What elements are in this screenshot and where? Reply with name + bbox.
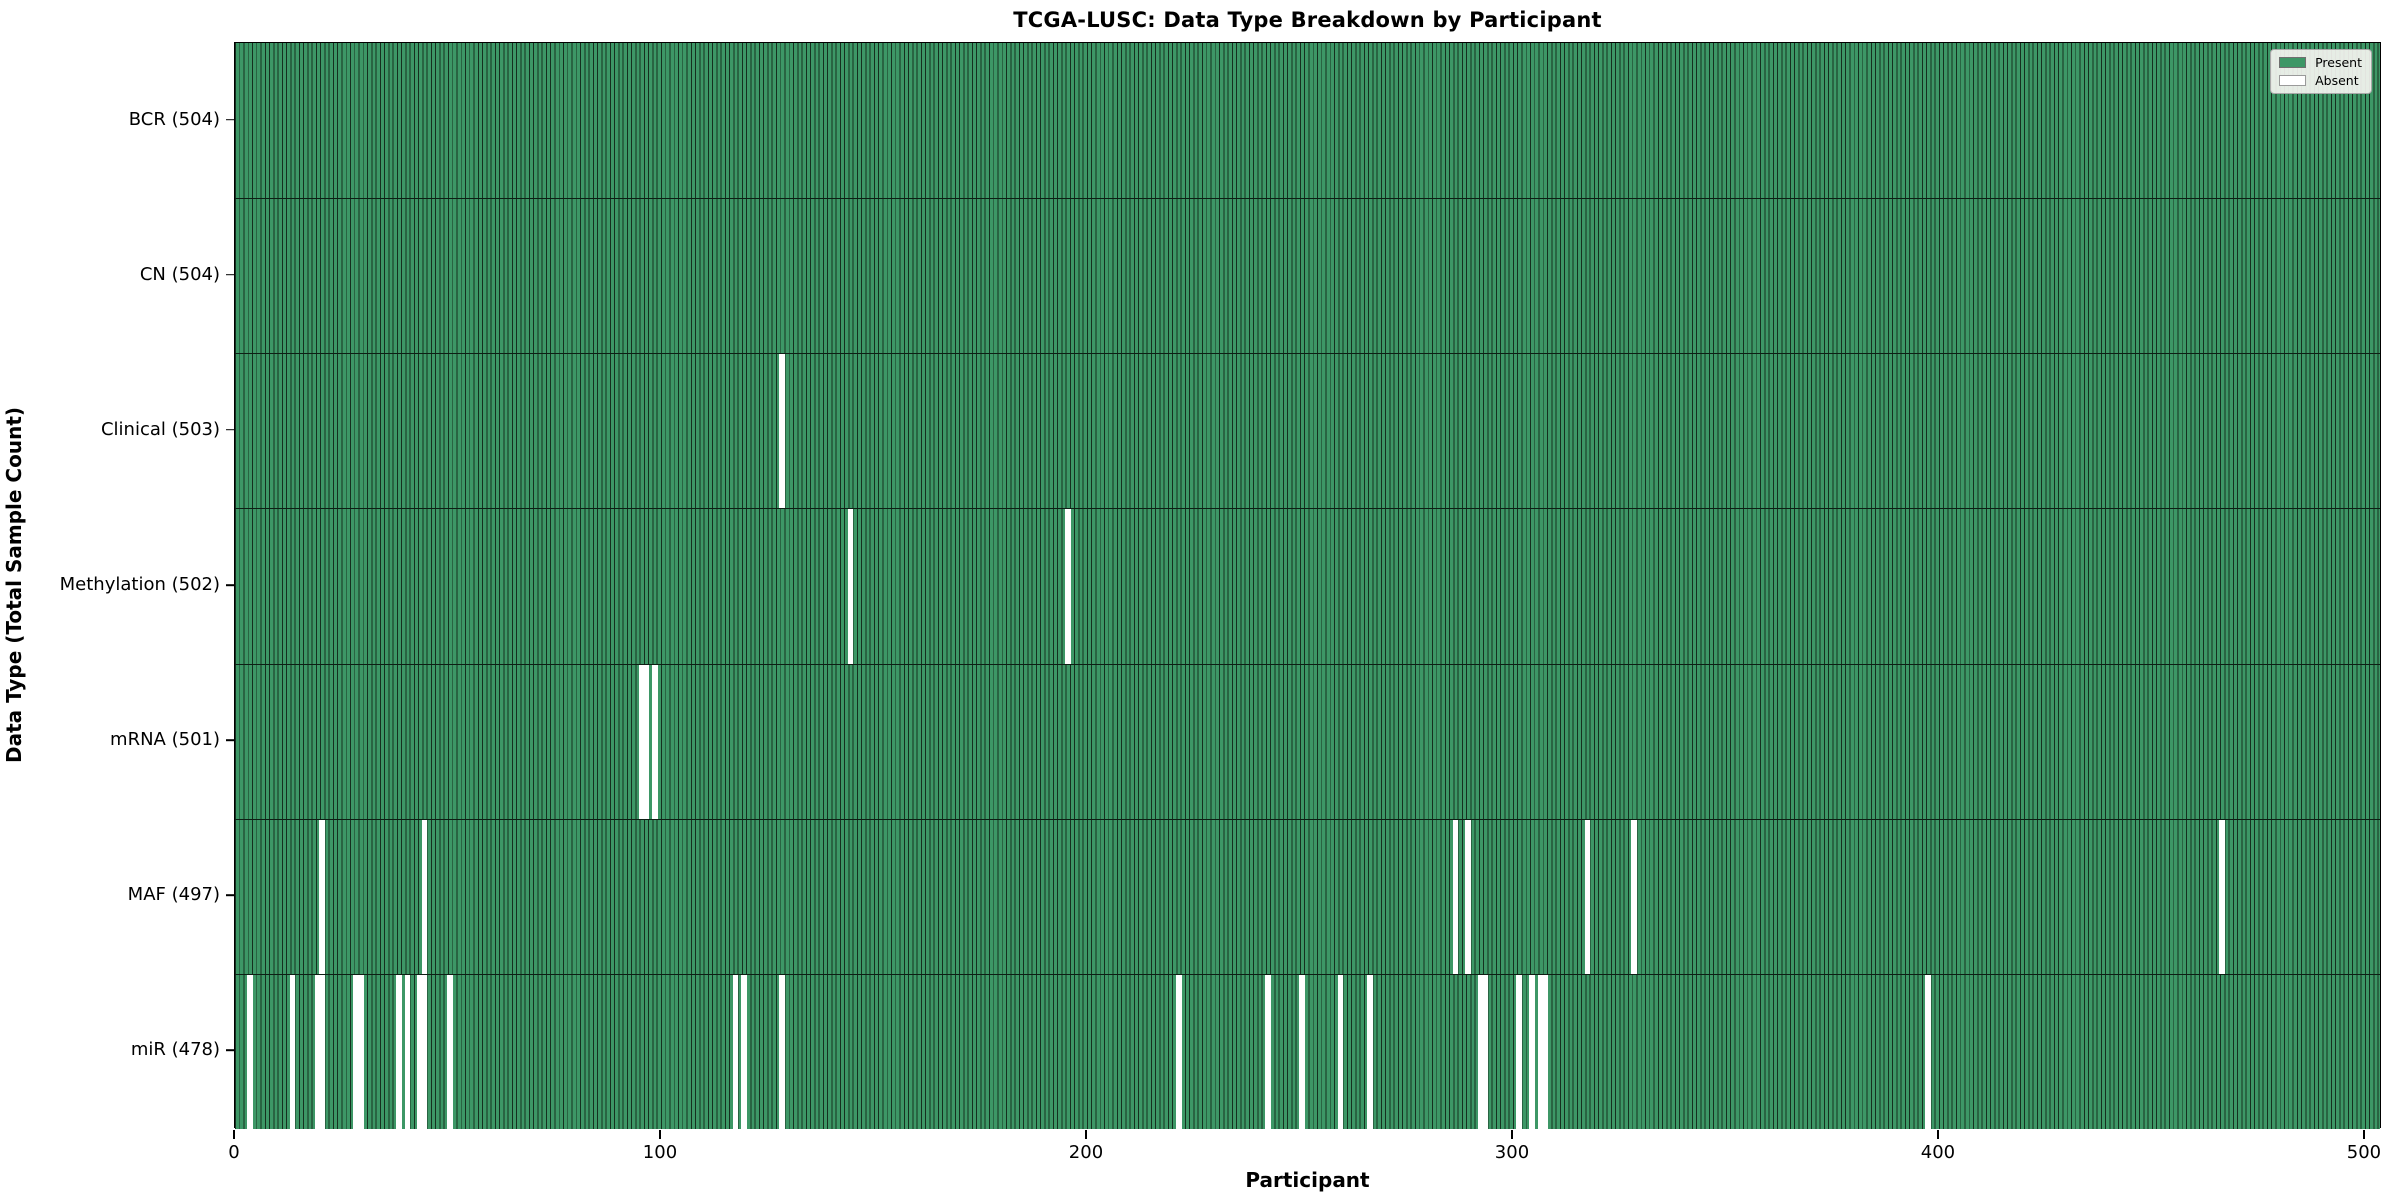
legend: Present Absent <box>2270 49 2372 94</box>
absent-gap <box>404 974 411 1129</box>
y-tick-mark <box>226 1049 234 1052</box>
absent-gap <box>1452 819 1459 974</box>
absent-gap <box>1265 974 1271 1129</box>
x-axis-title: Participant <box>1245 1168 1370 1192</box>
x-tick-mark <box>659 1129 661 1139</box>
x-tick-mark <box>1085 1129 1087 1139</box>
x-tick-label-200: 200 <box>1068 1142 1104 1163</box>
absent-gap <box>1529 974 1536 1129</box>
absent-gap <box>1064 509 1071 664</box>
absent-gap <box>315 974 321 1129</box>
absent-gap <box>1482 974 1489 1129</box>
y-tick-label-methylation: Methylation (502) <box>59 574 220 595</box>
chart-title: TCGA-LUSC: Data Type Breakdown by Partic… <box>1013 8 1602 32</box>
x-tick-label-500: 500 <box>2346 1142 2382 1163</box>
absent-gap <box>319 819 326 974</box>
absent-gap <box>651 664 658 819</box>
legend-entry-present: Present <box>2279 56 2362 69</box>
absent-gap <box>1541 974 1548 1129</box>
absent-gap <box>779 354 786 509</box>
absent-gap <box>2219 819 2226 974</box>
absent-gap <box>1478 974 1484 1129</box>
absent-gap <box>1175 974 1182 1129</box>
absent-gap <box>289 974 296 1129</box>
row-maf <box>235 818 2380 974</box>
x-tick-label-300: 300 <box>1494 1142 1530 1163</box>
rows-container <box>235 43 2380 1129</box>
absent-gap <box>421 819 428 974</box>
absent-gap <box>353 974 360 1129</box>
absent-gap <box>1465 819 1472 974</box>
y-tick-mark <box>226 429 234 431</box>
legend-label-present: Present <box>2315 55 2362 70</box>
y-tick-label-mrna: mRNA (501) <box>110 729 220 751</box>
y-axis-title: Data Type (Total Sample Count) <box>2 406 26 764</box>
row-methylation <box>235 508 2380 664</box>
absent-gap <box>396 974 402 1129</box>
row-mrna <box>235 663 2380 819</box>
absent-gap <box>779 974 786 1129</box>
y-tick-mark <box>226 118 234 121</box>
row-cn <box>235 198 2380 354</box>
absent-gap <box>1584 819 1591 974</box>
row-clinical <box>235 353 2380 509</box>
absent-gap <box>246 974 253 1129</box>
y-tick-label-clinical: Clinical (503) <box>100 418 220 440</box>
x-tick-mark <box>1937 1129 1939 1139</box>
x-tick-label-400: 400 <box>1920 1142 1956 1163</box>
absent-gap <box>847 509 854 664</box>
absent-gap <box>1537 974 1544 1129</box>
x-tick-mark <box>2363 1129 2365 1139</box>
plot-area: Present Absent <box>234 42 2381 1129</box>
legend-entry-absent: Absent <box>2279 74 2362 87</box>
absent-gap <box>417 974 424 1129</box>
absent-gap <box>741 974 747 1129</box>
absent-gap <box>732 974 739 1129</box>
y-tick-label-bcr: BCR (504) <box>128 108 220 130</box>
absent-gap <box>447 974 454 1129</box>
row-bcr <box>235 43 2380 199</box>
absent-swatch <box>2279 75 2307 86</box>
absent-gap <box>1631 819 1638 974</box>
x-tick-label-0: 0 <box>228 1142 240 1163</box>
absent-gap <box>319 974 326 1129</box>
absent-gap <box>1516 974 1523 1129</box>
absent-gap <box>638 664 645 819</box>
y-tick-label-cn: CN (504) <box>139 263 220 285</box>
y-tick-label-maf: MAF (497) <box>127 884 220 906</box>
x-tick-mark <box>233 1129 235 1139</box>
absent-gap <box>643 664 649 819</box>
y-tick-label-mir: miR (478) <box>130 1039 220 1061</box>
y-tick-mark <box>226 894 234 897</box>
absent-gap <box>1299 974 1306 1129</box>
legend-label-absent: Absent <box>2315 73 2359 88</box>
x-tick-label-100: 100 <box>642 1142 678 1163</box>
absent-gap <box>421 974 428 1129</box>
y-tick-mark <box>226 584 234 586</box>
absent-gap <box>1337 974 1344 1129</box>
present-swatch <box>2279 57 2307 68</box>
absent-gap <box>1367 974 1374 1129</box>
x-tick-mark <box>1511 1129 1513 1139</box>
row-mir <box>235 973 2380 1129</box>
y-tick-mark <box>226 739 234 741</box>
absent-gap <box>357 974 364 1129</box>
absent-gap <box>1925 974 1932 1129</box>
y-tick-mark <box>226 273 234 276</box>
